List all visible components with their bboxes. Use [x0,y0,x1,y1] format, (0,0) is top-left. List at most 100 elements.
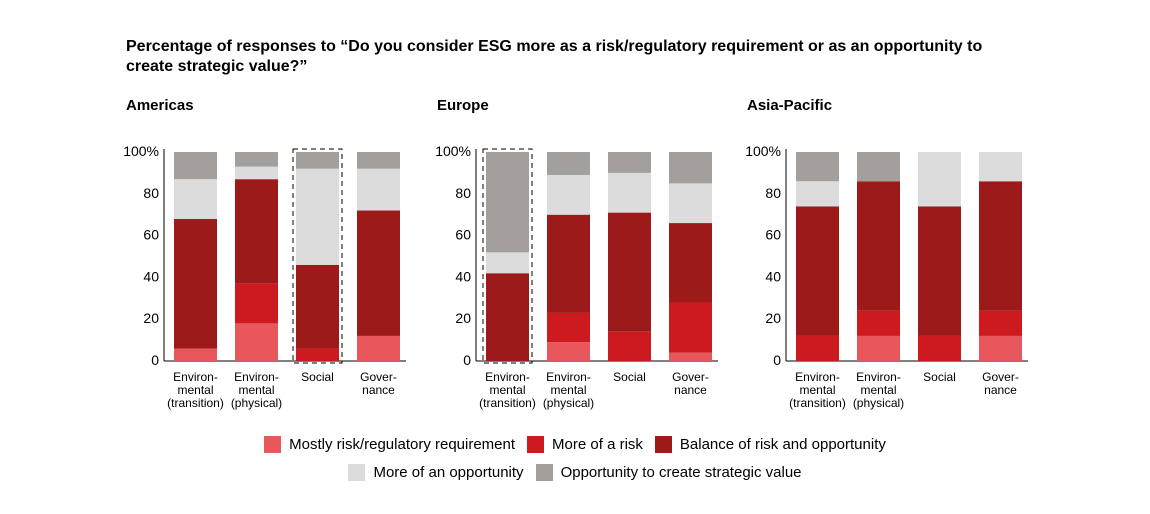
bar-segment-europe-opportunity-to-create-strategic-value [669,152,712,184]
category-label-europe: nance [674,383,707,397]
y-tick-label-asia-pacific: 40 [765,268,781,284]
bar-segment-asia-pacific-opportunity-to-create-strategic-value [857,152,900,182]
bar-segment-asia-pacific-balance-of-risk-and-opportunity [857,181,900,311]
bar-segment-asia-pacific-more-of-a-risk [979,310,1022,336]
y-tick-label-europe: 100% [435,143,471,159]
legend-swatch-balance [654,436,672,453]
category-label-asia-pacific: Environ- [795,370,840,384]
category-label-europe: (physical) [543,396,594,410]
category-label-europe: (transition) [479,396,536,410]
bar-segment-asia-pacific-opportunity-to-create-strategic-value [796,152,839,182]
bar-segment-americas-more-of-a-risk [235,283,278,324]
bar-segment-americas-opportunity-to-create-strategic-value [357,152,400,169]
category-label-asia-pacific: Gover- [982,370,1019,384]
legend-swatch-more-of-an-opportunity [348,464,366,481]
bar-segment-asia-pacific-balance-of-risk-and-opportunity [979,181,1022,311]
legend-swatch-strategic-value [535,464,553,481]
category-label-americas: Environ- [234,370,279,384]
category-label-americas: (physical) [231,396,282,410]
bar-segment-asia-pacific-mostly-risk-regulatory-requirement [979,335,1022,361]
bar-segment-europe-opportunity-to-create-strategic-value [608,152,651,173]
bar-segment-europe-balance-of-risk-and-opportunity [608,212,651,332]
legend-label-balance: Balance of risk and opportunity [679,436,886,453]
highlight-box-americas [292,148,343,364]
legend-row-2: More of an opportunity Opportunity to cr… [0,464,1150,481]
y-tick-label-europe: 60 [455,227,471,243]
y-tick-label-europe: 80 [455,185,471,201]
bar-segment-asia-pacific-more-of-a-risk [796,335,839,361]
category-label-americas: nance [362,383,395,397]
highlight-box-europe [482,148,533,364]
bar-segment-europe-more-of-an-opportunity [486,252,529,274]
legend-item-balance: Balance of risk and opportunity [654,436,886,453]
y-tick-label-asia-pacific: 0 [773,352,781,368]
category-label-americas: Social [301,370,334,384]
category-label-asia-pacific: (transition) [789,396,846,410]
category-label-europe: mental [489,383,525,397]
y-tick-label-asia-pacific: 60 [765,227,781,243]
category-label-europe: mental [550,383,586,397]
panel-title-asia-pacific: Asia-Pacific [747,97,833,114]
y-tick-label-asia-pacific: 20 [765,310,781,326]
stacked-bar-charts: 020406080100%Environ-mental(transition)E… [123,143,1028,410]
category-label-americas: (transition) [167,396,224,410]
category-label-americas: Environ- [173,370,218,384]
category-label-americas: mental [238,383,274,397]
legend-row-1: Mostly risk/regulatory requirement More … [0,436,1150,453]
bar-segment-asia-pacific-more-of-a-risk [857,310,900,336]
bar-segment-americas-more-of-an-opportunity [296,168,339,265]
category-label-americas: Gover- [360,370,397,384]
bar-segment-americas-opportunity-to-create-strategic-value [174,152,217,180]
category-label-asia-pacific: Social [923,370,956,384]
y-tick-label-americas: 100% [123,143,159,159]
legend-label-strategic-value: Opportunity to create strategic value [560,464,802,481]
bar-segment-asia-pacific-balance-of-risk-and-opportunity [796,206,839,336]
category-label-americas: mental [177,383,213,397]
bar-segment-americas-more-of-an-opportunity [357,168,400,211]
bar-segment-americas-balance-of-risk-and-opportunity [296,264,339,349]
y-tick-label-americas: 20 [143,310,159,326]
legend-swatch-more-of-a-risk [527,436,545,453]
bar-segment-europe-more-of-an-opportunity [669,183,712,224]
y-tick-label-americas: 0 [151,352,159,368]
category-label-europe: Environ- [546,370,591,384]
bar-segment-americas-opportunity-to-create-strategic-value [235,152,278,167]
category-label-asia-pacific: nance [984,383,1017,397]
y-tick-label-asia-pacific: 80 [765,185,781,201]
legend-label-mostly-risk: Mostly risk/regulatory requirement [289,436,516,453]
bar-segment-europe-balance-of-risk-and-opportunity [547,214,590,313]
legend-item-more-of-an-opportunity: More of an opportunity [348,464,524,481]
category-label-asia-pacific: mental [799,383,835,397]
category-label-asia-pacific: Environ- [856,370,901,384]
bar-segment-americas-mostly-risk-regulatory-requirement [235,323,278,361]
bar-segment-europe-more-of-an-opportunity [608,172,651,213]
chart-title: Percentage of responses to “Do you consi… [126,38,983,75]
legend-item-more-of-a-risk: More of a risk [527,436,643,453]
bar-segment-asia-pacific-more-of-a-risk [918,335,961,361]
legend-label-more-of-an-opportunity: More of an opportunity [373,464,524,481]
bar-segment-asia-pacific-more-of-an-opportunity [918,152,961,207]
bar-segment-europe-more-of-a-risk [608,331,651,361]
bar-segment-asia-pacific-more-of-an-opportunity [979,152,1022,182]
y-tick-label-americas: 40 [143,268,159,284]
y-tick-label-asia-pacific: 100% [745,143,781,159]
bar-segment-asia-pacific-balance-of-risk-and-opportunity [918,206,961,336]
category-label-europe: Social [613,370,646,384]
y-tick-label-americas: 60 [143,227,159,243]
category-label-asia-pacific: (physical) [853,396,904,410]
bar-segment-europe-mostly-risk-regulatory-requirement [547,342,590,361]
bar-segment-americas-more-of-a-risk [296,348,339,361]
legend-item-strategic-value: Opportunity to create strategic value [535,464,802,481]
y-tick-label-americas: 80 [143,185,159,201]
bar-segment-americas-balance-of-risk-and-opportunity [174,218,217,349]
bar-segment-americas-balance-of-risk-and-opportunity [235,179,278,284]
category-label-europe: Gover- [672,370,709,384]
bar-segment-americas-more-of-an-opportunity [235,166,278,180]
panel-title-europe: Europe [437,97,489,114]
bar-segment-americas-more-of-an-opportunity [174,179,217,219]
y-tick-label-europe: 40 [455,268,471,284]
bar-segment-europe-balance-of-risk-and-opportunity [669,223,712,303]
bar-segment-europe-more-of-a-risk [669,302,712,353]
legend-swatch-mostly-risk [264,436,282,453]
bar-segment-americas-opportunity-to-create-strategic-value [296,152,339,169]
